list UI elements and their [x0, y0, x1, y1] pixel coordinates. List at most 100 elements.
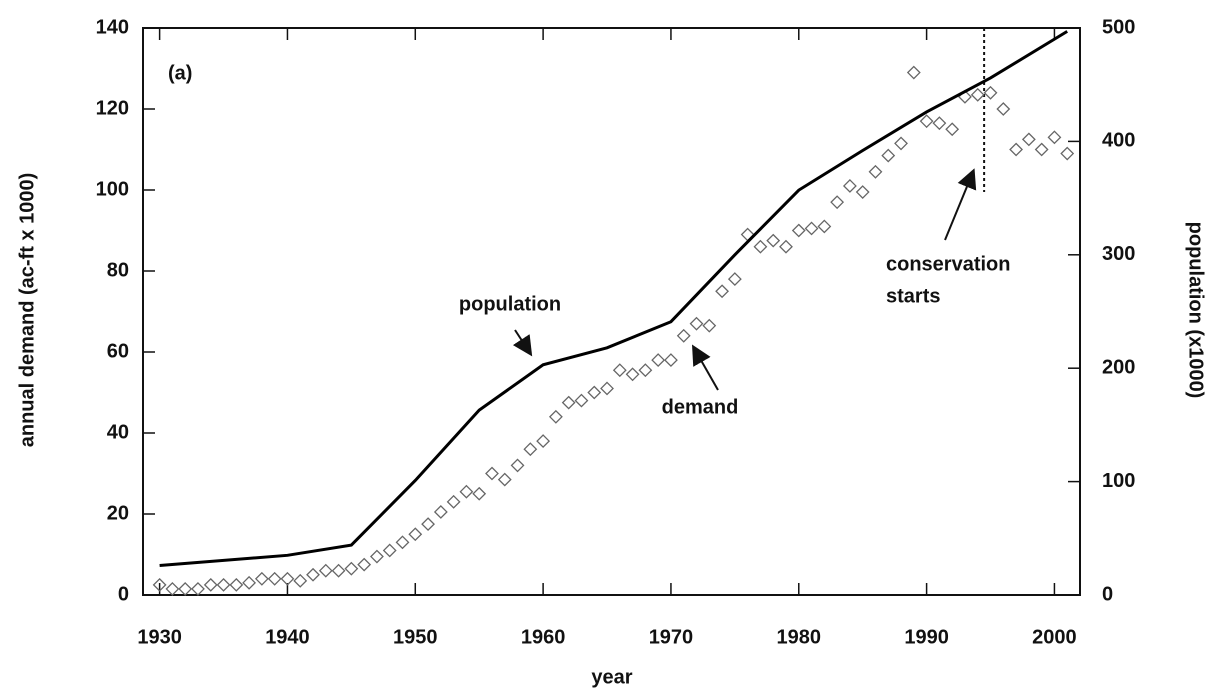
demand-point — [510, 458, 525, 473]
x-tick-label: 1960 — [521, 626, 566, 648]
y-tick-label: 80 — [107, 259, 129, 281]
demand-point — [983, 85, 998, 100]
demand-point — [919, 114, 934, 129]
y2-tick-label: 0 — [1102, 583, 1113, 605]
demand-point — [242, 575, 257, 590]
demand-point — [727, 272, 742, 287]
demand-point — [446, 494, 461, 509]
demand-point — [561, 395, 576, 410]
demand-point — [587, 385, 602, 400]
y-tick-label: 120 — [96, 97, 129, 119]
demand-point — [868, 164, 883, 179]
demand-point — [702, 318, 717, 333]
y-tick-label: 0 — [118, 583, 129, 605]
demand-point — [485, 466, 499, 481]
demand-point — [945, 122, 960, 137]
x-tick-label: 1980 — [777, 626, 822, 648]
demand-point — [382, 543, 397, 558]
demand-point — [178, 582, 193, 596]
demand-point — [472, 486, 487, 501]
arrow — [692, 344, 719, 391]
y2-tick-label: 400 — [1102, 130, 1135, 152]
demand-point — [574, 393, 589, 408]
demand-point — [625, 367, 640, 382]
demand-point — [791, 223, 806, 238]
demand-point — [267, 571, 282, 586]
plot-frame — [142, 27, 1081, 596]
panel-label: (a) — [168, 62, 192, 84]
demand-point — [344, 561, 359, 576]
demand-point — [229, 577, 244, 592]
demand-point — [203, 577, 218, 592]
demand-point — [1060, 146, 1075, 161]
x-tick-label: 2000 — [1032, 626, 1077, 648]
demand-point — [753, 239, 768, 254]
demand-point — [548, 409, 563, 424]
x-axis-title: year — [591, 666, 632, 688]
x-tick-label: 1990 — [904, 626, 949, 648]
demand-point — [1047, 130, 1062, 145]
demand-point — [1009, 142, 1023, 157]
demand-point — [318, 563, 333, 578]
demand-point — [779, 239, 793, 254]
demand-point — [370, 549, 384, 564]
demand-point — [651, 353, 666, 368]
demand-point — [306, 567, 320, 582]
y2-tick-label: 300 — [1102, 243, 1135, 265]
y-tick-label: 140 — [96, 16, 129, 38]
demand-point — [357, 557, 372, 572]
y-tick-label: 60 — [107, 340, 129, 362]
demand-point — [855, 185, 870, 199]
demand-point — [804, 221, 819, 236]
demand-point — [395, 535, 410, 550]
demand-point — [715, 284, 729, 299]
demand-point — [638, 363, 653, 378]
y-tick-label: 20 — [107, 502, 129, 524]
population-line — [159, 30, 1068, 568]
demand-point — [881, 148, 896, 163]
x-tick-label: 1970 — [649, 626, 694, 648]
demand-point — [1034, 142, 1049, 157]
demand-point — [523, 442, 538, 457]
demand-point — [408, 527, 423, 542]
demand-point — [970, 87, 985, 102]
demand-point — [536, 434, 551, 449]
demand-point — [280, 571, 295, 586]
demand-point — [817, 219, 832, 234]
x-tick-label: 1940 — [265, 626, 310, 648]
annotation: population — [459, 293, 561, 315]
demand-point — [459, 484, 474, 499]
y-tick-label: 100 — [96, 178, 129, 200]
demand-point — [165, 582, 180, 596]
demand-point — [996, 102, 1011, 116]
demand-point — [600, 381, 614, 396]
demand-point — [830, 195, 845, 210]
demand-point — [932, 116, 947, 131]
demand-point — [421, 517, 435, 532]
demand-point — [216, 577, 231, 592]
demand-point — [152, 577, 167, 592]
x-tick-label: 1950 — [393, 626, 438, 648]
demand-point — [612, 363, 627, 378]
x-tick-label: 1930 — [137, 626, 182, 648]
y2-tick-label: 200 — [1102, 356, 1135, 378]
demand-point — [1021, 132, 1036, 147]
demand-point — [894, 136, 908, 151]
demand-point — [293, 573, 308, 588]
demand-point — [331, 563, 346, 578]
annotation: demand — [662, 396, 739, 418]
y2-axis-title: population (x1000) — [1185, 222, 1207, 399]
y2-tick-label: 100 — [1102, 470, 1135, 492]
y2-tick-label: 500 — [1102, 16, 1135, 38]
demand-point — [254, 571, 269, 586]
y-tick-label: 40 — [107, 421, 129, 443]
demand-point — [433, 505, 448, 519]
demand-point — [689, 316, 704, 331]
arrow — [512, 329, 533, 357]
demand-point — [676, 328, 691, 343]
demand-point — [906, 65, 921, 80]
demand-point — [497, 472, 512, 487]
annotation: starts — [886, 285, 940, 307]
annotation: conservation — [886, 253, 1010, 275]
